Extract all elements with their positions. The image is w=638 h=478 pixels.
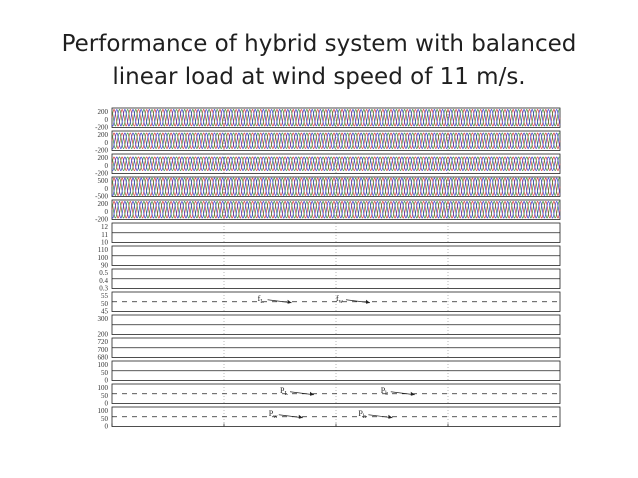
y-tick-label: 500 — [98, 177, 109, 185]
y-tick-label: 300 — [98, 315, 109, 323]
phase-waveform — [111, 177, 561, 197]
arrow-head — [388, 414, 393, 419]
trace-annotation: fL — [258, 294, 265, 305]
phase-waveform — [111, 156, 561, 172]
y-tick-label: 0 — [105, 185, 109, 193]
stacked-waveform-chart: 2000-2002000-2002000-2005000-5002000-200… — [95, 107, 565, 431]
y-tick-label: 0 — [105, 139, 109, 147]
y-tick-label: 45 — [101, 308, 109, 316]
y-tick-label: 100 — [98, 254, 109, 262]
phase-waveform — [111, 200, 561, 219]
phase-waveform — [111, 132, 561, 150]
y-tick-label: 0.4 — [99, 277, 108, 285]
y-tick-label: -500 — [95, 193, 108, 201]
y-tick-label: 200 — [98, 331, 109, 339]
arrow-head — [287, 299, 292, 304]
arrow-head — [366, 299, 370, 304]
y-tick-label: 0.5 — [99, 269, 108, 277]
phase-waveform — [111, 177, 561, 197]
slide-title-line-2: linear load at wind speed of 11 m/s. — [112, 64, 526, 90]
y-tick-label: 200 — [98, 154, 109, 162]
y-tick-label: 200 — [98, 108, 109, 116]
y-tick-label: 720 — [98, 338, 109, 346]
y-tick-label: 0 — [105, 162, 109, 170]
y-tick-label: 50 — [101, 300, 109, 308]
y-tick-label: -200 — [95, 170, 108, 178]
phase-waveform — [111, 132, 561, 150]
y-tick-label: 700 — [98, 346, 109, 354]
y-tick-label: 0 — [105, 116, 109, 124]
phase-waveform — [111, 156, 561, 172]
phase-waveform — [111, 108, 561, 127]
y-tick-label: 200 — [98, 200, 109, 208]
y-tick-label: 110 — [98, 246, 109, 254]
trace-annotation: fw — [336, 294, 344, 305]
y-tick-label: 100 — [98, 361, 109, 369]
y-tick-label: 200 — [98, 131, 109, 139]
x-tick-label: 3.4 — [555, 430, 565, 431]
slide-title-line-1: Performance of hybrid system with balanc… — [61, 31, 577, 57]
phase-waveform — [111, 156, 561, 172]
trace-annotation: Pw — [269, 409, 278, 420]
y-tick-label: 10 — [101, 239, 109, 247]
phase-waveform — [111, 108, 561, 127]
arrow-head — [310, 391, 314, 396]
arrow-head — [298, 414, 303, 419]
y-tick-label: 100 — [98, 384, 109, 392]
slide-title: Performance of hybrid system with balanc… — [0, 28, 638, 94]
x-tick-label: 3 — [110, 430, 114, 431]
trace-annotation: Pb — [381, 386, 388, 397]
phase-waveform — [111, 200, 561, 219]
y-tick-label: 50 — [101, 392, 109, 400]
y-tick-label: -200 — [95, 147, 108, 155]
y-tick-label: -200 — [95, 216, 108, 224]
trace-annotation: PL — [280, 386, 288, 397]
x-tick-label: 3.2 — [331, 430, 341, 431]
arrow-head — [410, 391, 415, 396]
y-tick-label: -200 — [95, 124, 108, 132]
phase-waveform — [111, 108, 561, 127]
y-tick-label: 680 — [98, 354, 109, 362]
y-tick-label: 50 — [101, 415, 109, 423]
y-tick-label: 55 — [101, 292, 109, 300]
x-tick-label: 3.3 — [443, 430, 453, 431]
phase-waveform — [111, 132, 561, 150]
y-tick-label: 0 — [105, 423, 109, 431]
y-tick-label: 90 — [101, 262, 109, 270]
y-tick-label: 50 — [101, 369, 109, 377]
trace-annotation: Ph — [358, 409, 365, 420]
y-tick-label: 0 — [105, 377, 109, 385]
y-tick-label: 0 — [105, 208, 109, 216]
phase-waveform — [111, 177, 561, 197]
y-tick-label: 0 — [105, 400, 109, 408]
y-tick-label: 0.3 — [99, 285, 108, 293]
y-tick-label: 12 — [101, 223, 109, 231]
y-tick-label: 11 — [101, 231, 108, 239]
x-tick-label: 3.1 — [219, 430, 229, 431]
phase-waveform — [111, 200, 561, 219]
y-tick-label: 100 — [98, 407, 109, 415]
